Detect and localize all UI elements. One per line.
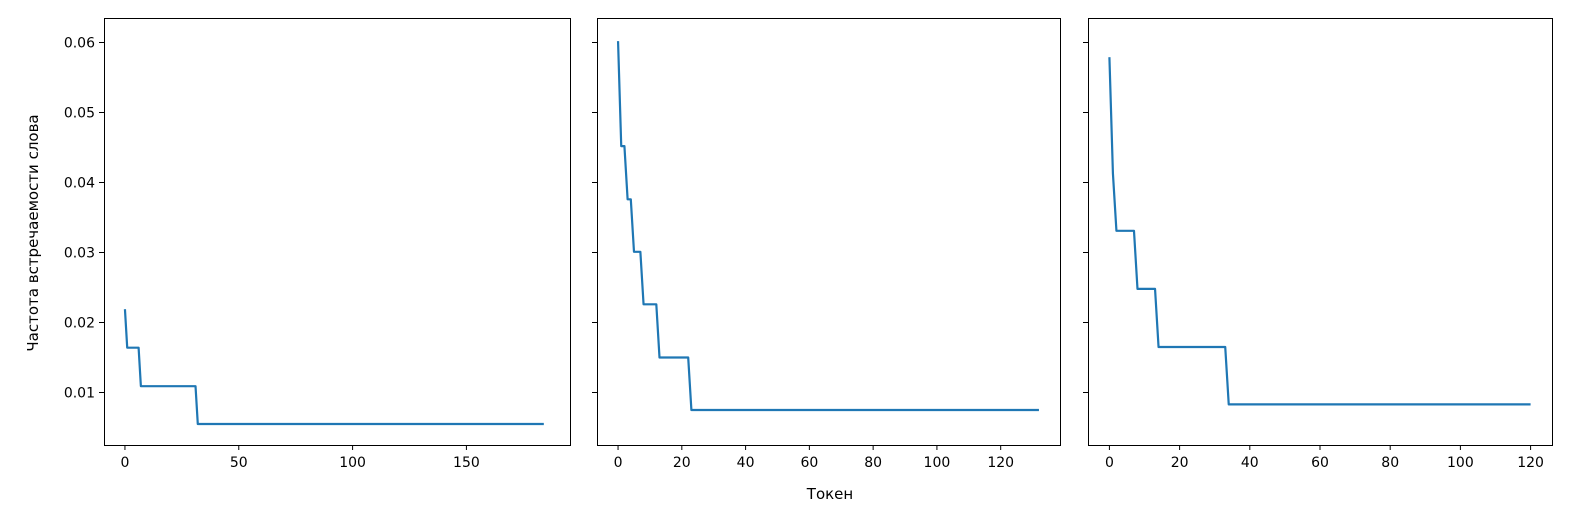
- y-tick-label: 0.01: [64, 386, 95, 402]
- panel-3-x-tick-label: 80: [1381, 455, 1399, 471]
- panel-2-x-tick-label: 20: [673, 455, 691, 471]
- y-tick-label: 0.02: [64, 316, 95, 332]
- panel-1: 0 50 100 150 0.01 0.02 0.03 0.04 0.05 0.06: [64, 18, 571, 471]
- panel-3-frame: [1088, 18, 1553, 446]
- panel-3-series-line: [1108, 57, 1531, 406]
- panel-3: 0 20 40 60 80 100 120: [1083, 18, 1553, 471]
- panel-1-frame: [104, 18, 571, 446]
- panel-1-x-tick-label: 150: [453, 455, 480, 471]
- panel-2-series-line: [616, 41, 1039, 412]
- panel-2-x-tick-label: 60: [800, 455, 818, 471]
- panel-2-x-tick-label: 0: [614, 455, 623, 471]
- panel-1-x-tick-label: 50: [230, 455, 248, 471]
- panel-3-x-tick-label: 60: [1311, 455, 1329, 471]
- panel-2-x-tick-label: 80: [864, 455, 882, 471]
- panel-2-x-tick-label: 120: [987, 455, 1014, 471]
- y-tick-label: 0.04: [64, 176, 95, 192]
- panel-3-x-tick-label: 0: [1105, 455, 1114, 471]
- panel-2-x-tick-label: 40: [737, 455, 755, 471]
- panel-1-x-tick-label: 100: [339, 455, 366, 471]
- y-tick-label: 0.06: [64, 36, 95, 52]
- panel-3-x-tick-label: 120: [1517, 455, 1544, 471]
- panel-2-x-tick-label: 100: [924, 455, 951, 471]
- panel-3-x-tick-label: 20: [1171, 455, 1189, 471]
- panel-1-series-line: [123, 309, 544, 426]
- y-tick-label: 0.05: [64, 106, 95, 122]
- y-axis-label: Частота встречаемости слова: [24, 114, 42, 351]
- panel-2: 0 20 40 60 80 100 120: [592, 18, 1061, 471]
- panel-3-x-tick-label: 100: [1447, 455, 1474, 471]
- panel-2-frame: [597, 18, 1061, 446]
- y-tick-label: 0.03: [64, 246, 95, 262]
- x-axis-label: Токен: [806, 485, 853, 503]
- panel-1-x-tick-label: 0: [120, 455, 129, 471]
- panel-3-x-tick-label: 40: [1241, 455, 1259, 471]
